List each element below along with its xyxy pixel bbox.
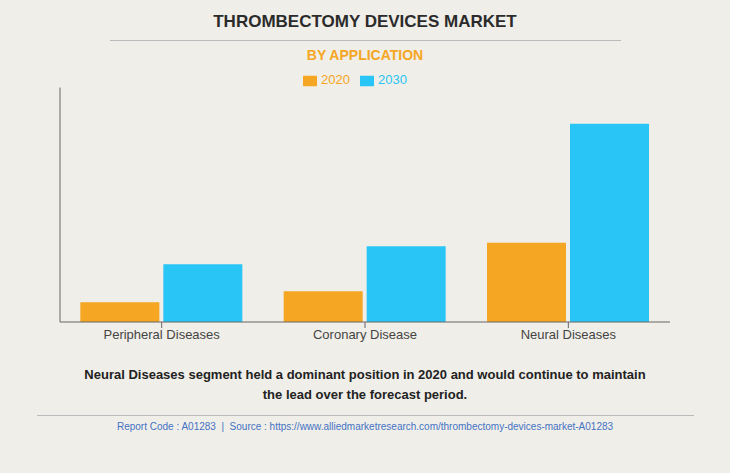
html-text:Report Code : A01283 | Source: Report Code : A01283 | Source : https://… [116, 421, 614, 432]
html-text:the lead over the forecast per: the lead over the forecast period. [262, 387, 468, 402]
html-text:BY APPLICATION: BY APPLICATION [306, 47, 424, 63]
svg-text:Peripheral Diseases: Peripheral Diseases [103, 327, 220, 342]
html-text:Neural Diseases segment held a: Neural Diseases segment held a dominant … [84, 367, 646, 382]
svg-text:Coronary Disease: Coronary Disease [313, 327, 417, 342]
html-text:THROMBECTOMY DEVICES MARKET: THROMBECTOMY DEVICES MARKET [213, 12, 517, 31]
html-text:2020: 2020 [321, 72, 350, 87]
svg-text:Neural Diseases: Neural Diseases [521, 327, 617, 342]
html-text:2030: 2030 [378, 72, 407, 87]
